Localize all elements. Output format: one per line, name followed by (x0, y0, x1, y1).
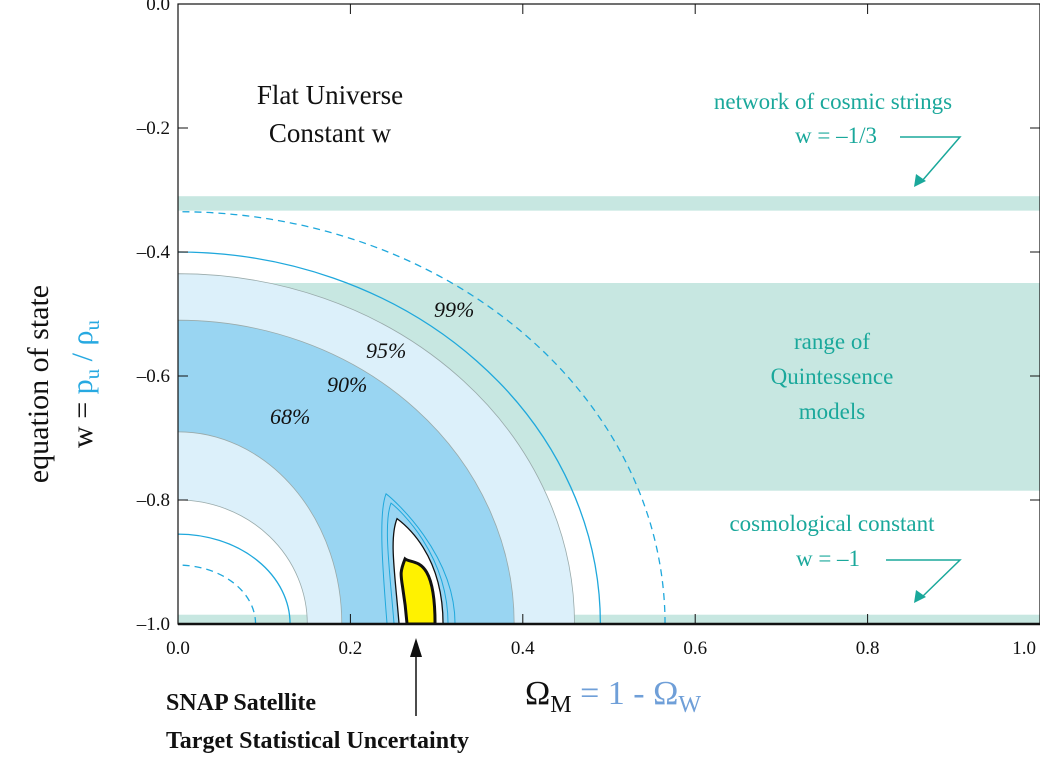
y-tick-label: –0.8 (136, 490, 170, 511)
label-95: 95% (366, 338, 406, 363)
y-tick-label: –1.0 (136, 614, 170, 635)
band-label-quintessence-2: Quintessence (771, 364, 894, 389)
y-tick-label: –0.6 (136, 366, 170, 387)
cosmic-strings-arrow (900, 136, 962, 182)
y-tick-label: 0.0 (146, 0, 170, 15)
contour-99-outer (178, 211, 666, 624)
x-tick-label: 0.8 (856, 638, 880, 659)
band-label-cosmological-constant-1: cosmological constant (729, 511, 935, 536)
band-label-cosmological-constant-2: w = –1 (796, 546, 860, 571)
title-line-2: Constant w (269, 118, 392, 148)
y-tick-label: –0.2 (136, 118, 170, 139)
band-label-quintessence-3: models (799, 399, 865, 424)
x-tick-label: 0.0 (166, 638, 190, 659)
x-tick-label: 0.6 (683, 638, 707, 659)
region-68 (178, 319, 515, 624)
snap-note-line-1: SNAP Satellite (166, 690, 316, 716)
confidence-region-layer (178, 211, 666, 624)
band-label-cosmic-strings-1: network of cosmic strings (714, 89, 952, 114)
snap-contour-mid (386, 502, 449, 624)
snap-contour-layer (381, 493, 456, 624)
y-axis-title-line-1-group: equation of state (22, 285, 55, 483)
label-90: 90% (327, 372, 367, 397)
x-tick-label: 0.2 (339, 638, 363, 659)
title-line-1: Flat Universe (257, 80, 403, 110)
contour-99-inner (178, 564, 257, 624)
y-tick-label: –0.4 (136, 242, 171, 263)
y-axis-title-line-2-group: w = pu / ρu (66, 320, 104, 448)
snap-note-line-2: Target Statistical Uncertainty (166, 728, 469, 754)
label-68: 68% (270, 404, 310, 429)
snap-contour-outer (381, 493, 456, 624)
y-axis-title-line-1: equation of state (22, 285, 55, 483)
y-axis-title-line-2: w = pu / ρu (66, 320, 104, 448)
snap-contour-68 (399, 556, 437, 624)
x-tick-label: 0.4 (511, 638, 535, 659)
snap-arrowhead (410, 638, 422, 657)
band-0 (178, 196, 1040, 211)
label-99: 99% (434, 297, 474, 322)
x-axis-title: ΩM = 1 - ΩW (525, 675, 701, 718)
band-2 (178, 614, 1040, 624)
band-label-cosmic-strings-2: w = –1/3 (795, 123, 877, 148)
tick-layer: 0.0 –0.2 –0.4 –0.6 –0.8 –1.0 0.0 0.2 0.4 0.6 0.8 1.… (136, 0, 1040, 659)
cosmological-constant-arrow (886, 559, 962, 598)
contour-95-outer (178, 251, 602, 624)
contour-95-inner (178, 533, 291, 624)
cosmological-constant-arrowhead (914, 590, 926, 603)
band-label-quintessence-1: range of (794, 329, 870, 354)
cosmic-strings-arrowhead (914, 174, 926, 187)
x-tick-label: 1.0 (1012, 638, 1036, 659)
